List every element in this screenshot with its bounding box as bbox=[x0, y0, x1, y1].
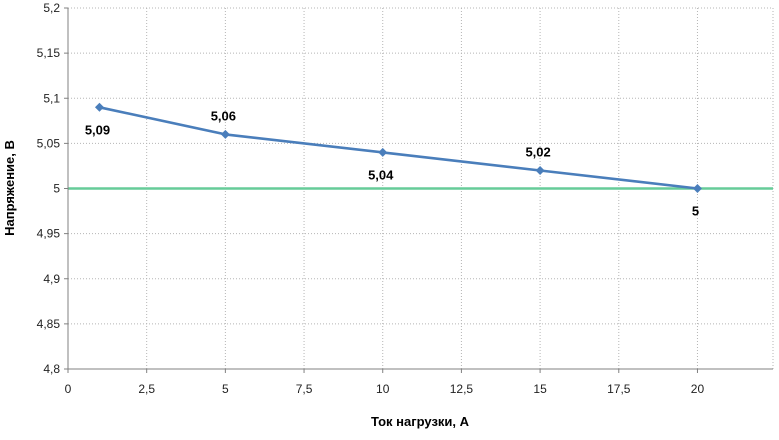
y-axis-title: Напряжение, В bbox=[2, 140, 17, 236]
x-tick-label: 0 bbox=[65, 382, 72, 396]
x-tick-label: 5 bbox=[222, 382, 229, 396]
data-point-marker bbox=[535, 165, 545, 175]
data-point-marker bbox=[94, 102, 104, 112]
data-labels: 5,09 5,06 5,04 5,02 5 bbox=[85, 108, 699, 218]
x-tick-label: 17,5 bbox=[607, 382, 631, 396]
x-tick-label: 2,5 bbox=[138, 382, 155, 396]
y-tick-label: 5,05 bbox=[37, 136, 61, 150]
data-point-marker bbox=[378, 147, 388, 157]
x-tick-label: 7,5 bbox=[296, 382, 313, 396]
data-label: 5,02 bbox=[525, 144, 550, 159]
x-tick-label: 12,5 bbox=[450, 382, 474, 396]
data-label: 5,06 bbox=[211, 108, 236, 123]
data-series bbox=[94, 102, 702, 193]
x-tick-label: 10 bbox=[376, 382, 390, 396]
data-point-marker bbox=[220, 129, 230, 139]
y-tick-label: 4,9 bbox=[43, 272, 60, 286]
y-tick-label: 4,85 bbox=[37, 317, 61, 331]
axes: 4,8 4,85 4,9 4,95 5 5,05 5,1 5,15 5,2 0 2,5 5 7,5 10 1… bbox=[37, 1, 773, 396]
x-tick-label: 15 bbox=[533, 382, 547, 396]
y-tick-label: 5,1 bbox=[43, 91, 60, 105]
x-tick-label: 20 bbox=[691, 382, 705, 396]
y-tick-label: 4,95 bbox=[37, 227, 61, 241]
y-tick-label: 5 bbox=[53, 182, 60, 196]
data-point-marker bbox=[692, 184, 702, 193]
data-label: 5,04 bbox=[368, 167, 394, 182]
data-label: 5 bbox=[692, 204, 699, 219]
y-tick-label: 5,15 bbox=[37, 46, 61, 60]
x-axis-title: Ток нагрузки, А bbox=[371, 414, 470, 429]
y-tick-label: 5,2 bbox=[43, 1, 60, 15]
y-tick-label: 4,8 bbox=[43, 362, 60, 376]
data-label: 5,09 bbox=[85, 122, 110, 137]
